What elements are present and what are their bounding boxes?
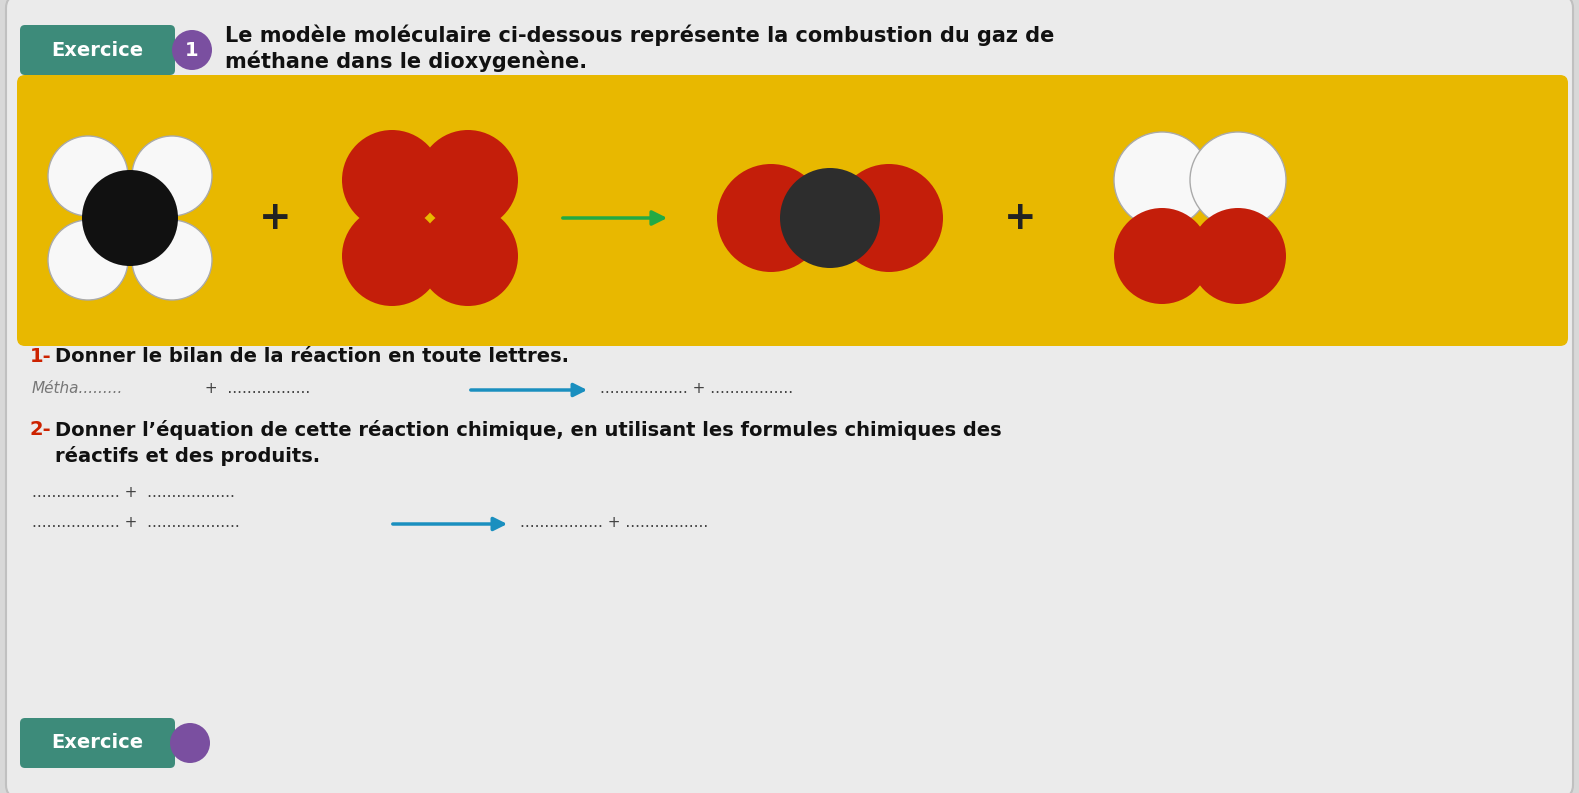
Circle shape xyxy=(1115,208,1210,304)
FancyBboxPatch shape xyxy=(21,25,175,75)
Text: .................. + .................: .................. + ................. xyxy=(600,381,793,396)
Circle shape xyxy=(47,220,128,300)
Text: Exercice: Exercice xyxy=(51,40,144,59)
Circle shape xyxy=(1115,132,1210,228)
Circle shape xyxy=(133,136,212,216)
FancyBboxPatch shape xyxy=(6,0,1573,793)
Circle shape xyxy=(780,168,880,268)
Circle shape xyxy=(418,130,518,230)
Circle shape xyxy=(343,206,442,306)
Circle shape xyxy=(172,30,212,70)
Circle shape xyxy=(1191,208,1285,304)
Text: 2-: 2- xyxy=(30,420,52,439)
Circle shape xyxy=(47,136,128,216)
Text: 1-: 1- xyxy=(30,347,52,366)
Text: Donner le bilan de la réaction en toute lettres.: Donner le bilan de la réaction en toute … xyxy=(55,347,568,366)
Text: .................. +  ..................: .................. + .................. xyxy=(32,485,235,500)
Circle shape xyxy=(717,164,824,272)
Circle shape xyxy=(82,170,178,266)
Text: méthane dans le dioxygenène.: méthane dans le dioxygenène. xyxy=(224,50,587,71)
Text: 1: 1 xyxy=(185,40,199,59)
Text: +  .................: + ................. xyxy=(201,381,309,396)
Circle shape xyxy=(418,206,518,306)
Circle shape xyxy=(133,220,212,300)
FancyBboxPatch shape xyxy=(21,718,175,768)
Text: Exercice: Exercice xyxy=(51,734,144,753)
Text: .................. +  ...................: .................. + ................... xyxy=(32,515,240,530)
Circle shape xyxy=(171,723,210,763)
Circle shape xyxy=(835,164,943,272)
Text: ................. + .................: ................. + ................. xyxy=(519,515,709,530)
Text: Donner l’équation de cette réaction chimique, en utilisant les formules chimique: Donner l’équation de cette réaction chim… xyxy=(55,420,1001,440)
FancyBboxPatch shape xyxy=(17,75,1568,346)
Text: Métha.........: Métha......... xyxy=(32,381,123,396)
Text: +: + xyxy=(259,199,291,237)
Circle shape xyxy=(1191,132,1285,228)
Circle shape xyxy=(343,130,442,230)
Text: réactifs et des produits.: réactifs et des produits. xyxy=(55,446,321,466)
Text: Le modèle moléculaire ci-dessous représente la combustion du gaz de: Le modèle moléculaire ci-dessous représe… xyxy=(224,25,1055,46)
Text: +: + xyxy=(1004,199,1036,237)
